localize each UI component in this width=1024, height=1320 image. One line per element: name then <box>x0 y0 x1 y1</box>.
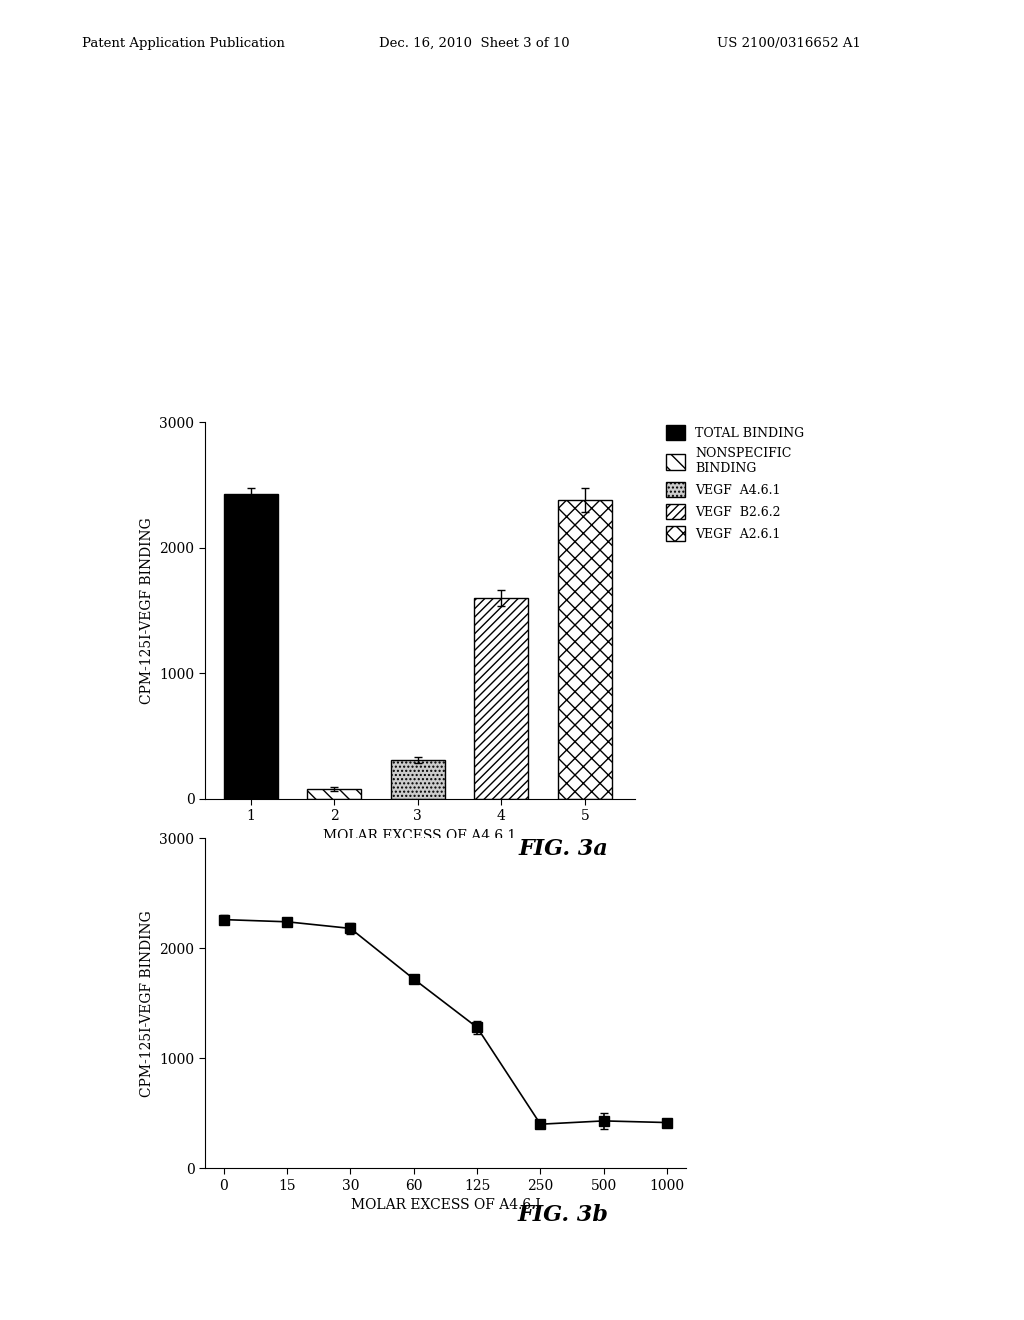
Bar <box>390 760 444 799</box>
Text: FIG. 3a: FIG. 3a <box>518 838 608 861</box>
Bar <box>474 598 528 799</box>
Legend: TOTAL BINDING, NONSPECIFIC
BINDING, VEGF  A4.6.1, VEGF  B2.6.2, VEGF  A2.6.1: TOTAL BINDING, NONSPECIFIC BINDING, VEGF… <box>663 421 808 545</box>
Text: FIG. 3b: FIG. 3b <box>518 1204 608 1226</box>
Text: Dec. 16, 2010  Sheet 3 of 10: Dec. 16, 2010 Sheet 3 of 10 <box>379 37 569 50</box>
Y-axis label: CPM-125I-VEGF BINDING: CPM-125I-VEGF BINDING <box>139 909 154 1097</box>
X-axis label: MOLAR EXCESS OF A4.6.1: MOLAR EXCESS OF A4.6.1 <box>324 829 516 842</box>
Y-axis label: CPM-125I-VEGF BINDING: CPM-125I-VEGF BINDING <box>139 517 154 704</box>
Text: Patent Application Publication: Patent Application Publication <box>82 37 285 50</box>
Bar <box>307 789 361 799</box>
Bar <box>223 494 278 799</box>
Text: US 2100/0316652 A1: US 2100/0316652 A1 <box>717 37 861 50</box>
X-axis label: MOLAR EXCESS OF A4.6.I: MOLAR EXCESS OF A4.6.I <box>350 1199 541 1212</box>
Bar <box>558 500 612 799</box>
